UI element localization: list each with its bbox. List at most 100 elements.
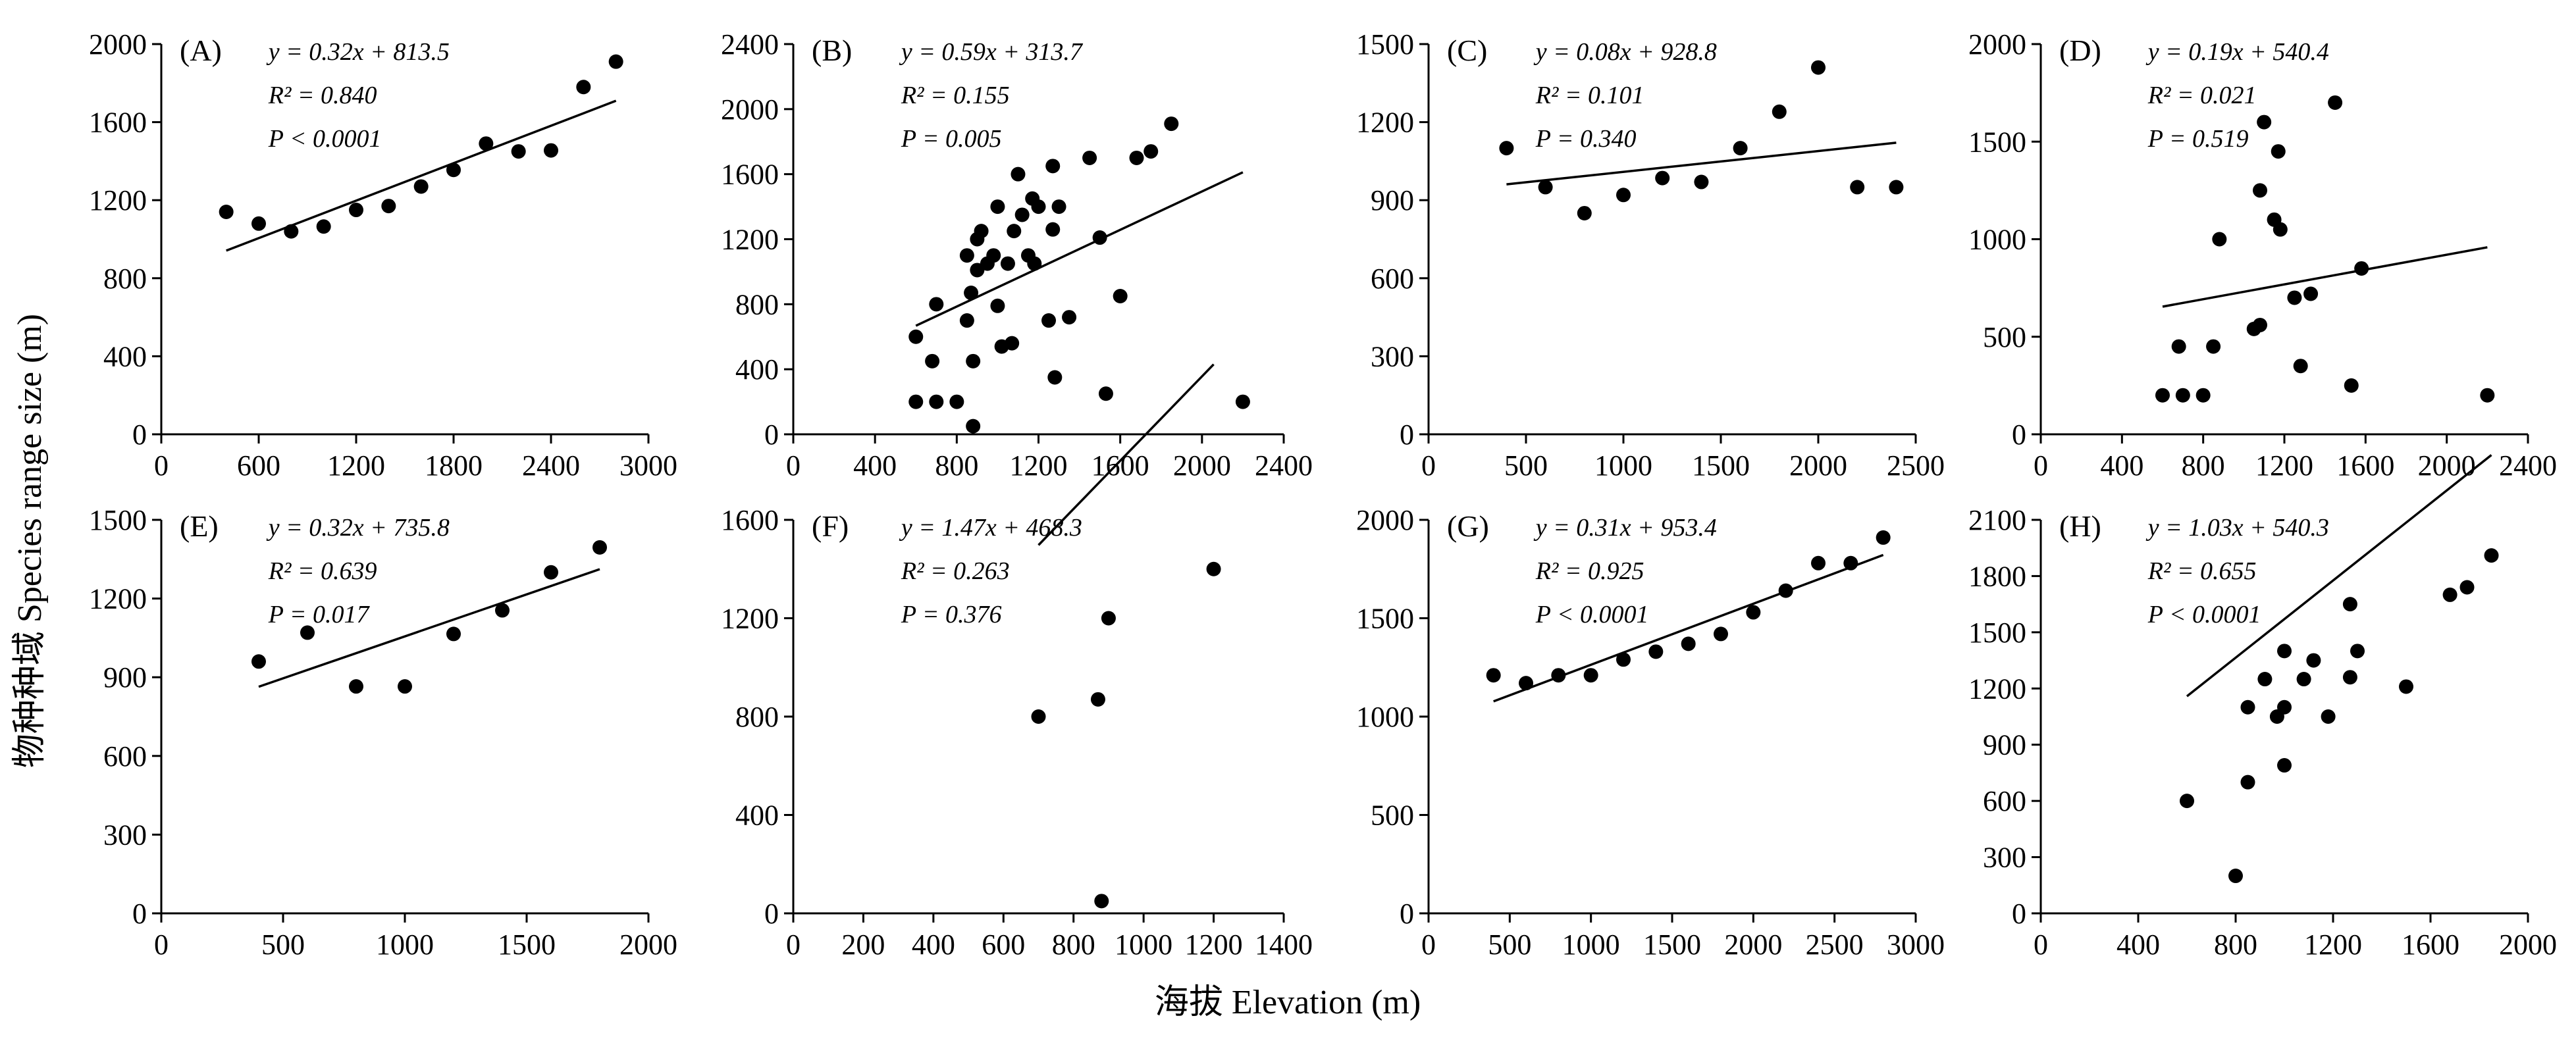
data-point <box>398 679 412 694</box>
data-point <box>908 329 924 344</box>
data-point <box>1486 668 1501 683</box>
data-point <box>2303 286 2319 301</box>
y-tick-label: 2000 <box>1356 504 1414 536</box>
y-tick-label: 900 <box>1371 184 1414 216</box>
data-point <box>974 224 989 239</box>
panel-label: (C) <box>1447 34 1487 67</box>
y-tick-label: 1200 <box>89 583 147 615</box>
y-tick-label: 0 <box>132 419 147 451</box>
panel-e: 0 500 1000 1500 2000 0 300 600 900 1200 1500 (E) y =… <box>89 504 677 961</box>
y-tick-label: 800 <box>735 288 779 320</box>
regression-equation: y = 1.47x + 468.3 <box>899 514 1082 542</box>
regression-equation: y = 0.32x + 813.5 <box>266 38 450 66</box>
data-point <box>2480 388 2495 403</box>
data-point <box>2195 388 2211 403</box>
data-point <box>2287 290 2302 305</box>
x-tick-label: 1200 <box>2304 928 2362 961</box>
x-tick-label: 200 <box>841 928 885 961</box>
data-point <box>2212 232 2227 247</box>
x-tick-label: 2400 <box>1255 449 1313 482</box>
x-tick-label: 600 <box>982 928 1025 961</box>
data-point <box>1031 709 1046 724</box>
panel-label: (G) <box>1447 509 1489 543</box>
y-tick-label: 1200 <box>1968 673 2026 705</box>
data-point <box>251 654 266 669</box>
y-tick-label: 1500 <box>1356 28 1414 61</box>
data-point <box>576 80 591 95</box>
data-point <box>1811 555 1826 571</box>
regression-equation: y = 0.08x + 928.8 <box>1533 38 1717 66</box>
x-tick-label: 400 <box>853 449 897 482</box>
y-tick-label: 1600 <box>89 107 147 139</box>
data-point <box>2253 317 2267 332</box>
data-point <box>1648 644 1664 659</box>
x-tick-label: 2000 <box>2418 449 2476 482</box>
y-tick-label: 1500 <box>1968 126 2026 158</box>
panel-label: (B) <box>812 34 852 67</box>
x-tick-label: 400 <box>912 928 955 961</box>
x-tick-label: 400 <box>2116 928 2160 961</box>
data-point <box>1778 583 1793 598</box>
x-tick-label: 1600 <box>2402 928 2459 961</box>
panel-label: (D) <box>2059 34 2101 67</box>
x-tick-label: 500 <box>1504 449 1548 482</box>
data-point <box>2350 644 2365 659</box>
data-point <box>608 54 623 69</box>
fit-line <box>258 568 600 688</box>
y-tick-label: 2000 <box>721 93 779 126</box>
panel-label: (F) <box>812 509 849 543</box>
y-tick-label: 300 <box>1371 340 1414 372</box>
fit-line <box>915 171 1244 327</box>
data-point <box>1051 199 1066 215</box>
data-point <box>2296 672 2311 687</box>
data-point <box>219 204 234 219</box>
y-tick-label: 900 <box>103 661 147 694</box>
data-point <box>1090 692 1105 707</box>
data-point <box>1616 652 1631 667</box>
y-tick-label: 300 <box>1983 842 2026 874</box>
panel-b: 0 400 800 1200 1600 2000 2400 0 400 800 1200 1600 20… <box>721 28 1313 482</box>
data-point <box>1772 104 1787 119</box>
y-tick-label: 500 <box>1983 321 2026 353</box>
data-point <box>1733 141 1748 156</box>
y-tick-label: 0 <box>764 419 779 451</box>
y-tick-label: 1200 <box>1356 107 1414 139</box>
data-point <box>479 136 494 151</box>
data-point <box>495 603 510 618</box>
x-tick-label: 0 <box>1421 449 1436 482</box>
x-tick-label: 1500 <box>1643 928 1701 961</box>
data-point <box>2271 144 2286 159</box>
data-point <box>1041 313 1057 328</box>
panel-f: 0 200 400 600 800 1000 1200 1400 0 400 800 1200 1600… <box>721 363 1313 961</box>
panel-label: (A) <box>180 34 222 67</box>
data-point <box>1889 180 1904 195</box>
data-point <box>964 286 979 301</box>
data-point <box>1047 370 1063 385</box>
data-point <box>446 626 461 642</box>
data-point <box>908 394 924 409</box>
data-point <box>1538 180 1553 195</box>
shared-x-axis-label: 海拔 Elevation (m) <box>1155 984 1421 1021</box>
x-tick-label: 2400 <box>522 449 580 482</box>
p-value: P < 0.0001 <box>268 125 382 153</box>
data-point <box>2328 95 2343 110</box>
data-point <box>959 248 974 263</box>
fit-line <box>226 99 617 252</box>
data-point <box>1551 668 1566 683</box>
x-tick-label: 1600 <box>2336 449 2394 482</box>
data-point <box>1098 386 1113 401</box>
r-squared: R² = 0.840 <box>268 82 377 109</box>
data-point <box>1113 288 1128 303</box>
data-point <box>2277 758 2292 773</box>
x-tick-label: 3000 <box>1887 928 1945 961</box>
data-point <box>2277 699 2292 715</box>
y-tick-label: 0 <box>764 898 779 930</box>
data-point <box>2257 672 2273 687</box>
x-tick-label: 1000 <box>1594 449 1652 482</box>
p-value: P = 0.017 <box>268 601 371 628</box>
y-tick-label: 2400 <box>721 28 779 61</box>
p-value: P = 0.376 <box>901 601 1002 628</box>
data-point <box>1164 116 1179 132</box>
y-tick-label: 800 <box>735 701 779 733</box>
